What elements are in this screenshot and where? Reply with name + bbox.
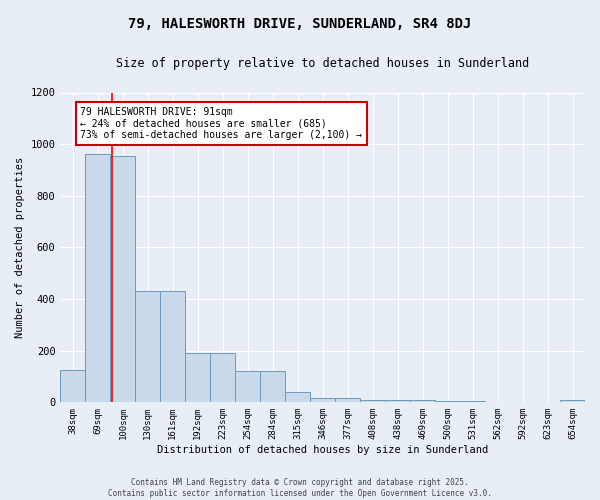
Bar xyxy=(460,401,485,402)
Bar xyxy=(136,292,160,403)
Y-axis label: Number of detached properties: Number of detached properties xyxy=(15,157,25,338)
Title: Size of property relative to detached houses in Sunderland: Size of property relative to detached ho… xyxy=(116,58,529,70)
Text: 79, HALESWORTH DRIVE, SUNDERLAND, SR4 8DJ: 79, HALESWORTH DRIVE, SUNDERLAND, SR4 8D… xyxy=(128,18,472,32)
Bar xyxy=(160,292,185,403)
Bar xyxy=(61,370,85,402)
Bar xyxy=(385,400,410,402)
Bar xyxy=(560,400,585,402)
Bar xyxy=(260,372,285,402)
Bar xyxy=(185,354,210,403)
Bar xyxy=(310,398,335,402)
Text: 79 HALESWORTH DRIVE: 91sqm
← 24% of detached houses are smaller (685)
73% of sem: 79 HALESWORTH DRIVE: 91sqm ← 24% of deta… xyxy=(80,106,362,140)
Bar xyxy=(435,401,460,402)
Bar xyxy=(210,354,235,403)
Bar xyxy=(110,156,136,402)
X-axis label: Distribution of detached houses by size in Sunderland: Distribution of detached houses by size … xyxy=(157,445,488,455)
Bar xyxy=(85,154,110,402)
Bar xyxy=(335,398,360,402)
Text: Contains HM Land Registry data © Crown copyright and database right 2025.
Contai: Contains HM Land Registry data © Crown c… xyxy=(108,478,492,498)
Bar xyxy=(360,400,385,402)
Bar xyxy=(285,392,310,402)
Bar xyxy=(410,400,435,402)
Bar xyxy=(235,372,260,402)
